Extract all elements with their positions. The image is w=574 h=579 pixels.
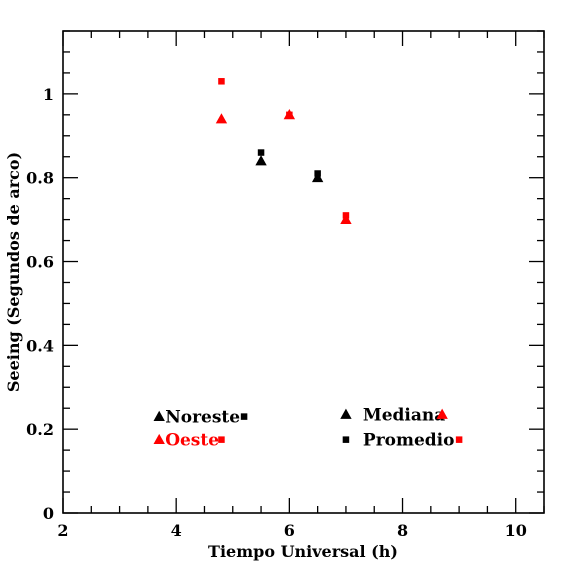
noreste-promedio-point — [257, 149, 265, 156]
oeste-mediana-point — [340, 213, 352, 225]
oeste-promedio-point — [342, 212, 350, 219]
y-tick-label: 0.6 — [26, 253, 54, 272]
legend-label-promedio: Promedio — [363, 431, 455, 451]
legend-oeste-square — [218, 436, 225, 443]
x-tick-label: 2 — [57, 521, 68, 540]
oeste-promedio-point — [218, 78, 225, 85]
x-tick-label: 10 — [505, 521, 527, 540]
y-tick-label: 0.4 — [26, 336, 54, 355]
legend-label-noreste: Noreste — [165, 408, 240, 428]
x-tick-label: 4 — [171, 521, 182, 540]
noreste-mediana-point — [311, 171, 324, 183]
noreste-promedio-point — [314, 170, 321, 177]
legend-promedio-marker-red — [455, 436, 463, 443]
y-tick-label: 0 — [43, 504, 54, 523]
y-tick-label: 0.2 — [26, 420, 54, 439]
legend-label-mediana: Mediana — [363, 406, 445, 426]
legend-mediana-marker — [340, 408, 352, 419]
noreste-mediana-point — [255, 155, 267, 166]
oeste-mediana-point — [215, 113, 228, 124]
y-axis-title: Seeing (Segundos de arco) — [4, 152, 23, 392]
x-tick-label: 8 — [397, 521, 408, 540]
oeste-promedio-point — [286, 111, 293, 119]
legend-promedio-marker — [342, 436, 350, 443]
legend-oeste-triangle — [153, 433, 165, 445]
y-tick-label: 0.8 — [26, 169, 54, 188]
y-tick-label: 1 — [43, 85, 54, 104]
legend-noreste-square — [240, 413, 248, 420]
x-tick-label: 6 — [284, 521, 295, 540]
legend-label-oeste: Oeste — [165, 431, 219, 451]
plot-frame — [62, 30, 545, 514]
legend-noreste-triangle — [153, 410, 165, 422]
legend-mediana-marker-red — [436, 408, 448, 419]
x-axis-title: Tiempo Universal (h) — [208, 542, 398, 561]
